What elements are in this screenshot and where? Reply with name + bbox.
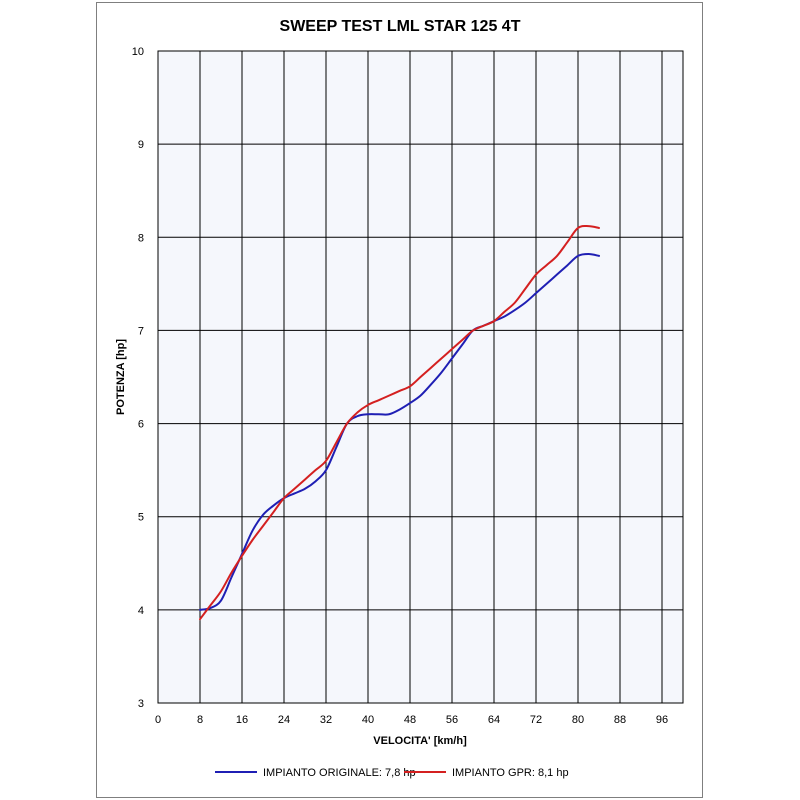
y-tick-label: 4 [138, 605, 144, 617]
series-line-1 [199, 225, 600, 621]
x-tick-label: 40 [362, 714, 374, 726]
x-tick-label: 48 [404, 714, 416, 726]
y-tick-label: 3 [138, 698, 144, 710]
y-tick-label: 5 [138, 512, 144, 524]
x-tick-label: 72 [530, 714, 542, 726]
x-tick-label: 16 [236, 714, 248, 726]
legend-label: IMPIANTO ORIGINALE: 7,8 hp [263, 767, 416, 779]
y-tick-label: 7 [138, 325, 144, 337]
legend: IMPIANTO ORIGINALE: 7,8 hp IMPIANTO GPR: … [215, 767, 569, 779]
x-tick-label: 8 [197, 714, 203, 726]
grid [158, 51, 683, 703]
y-tick-label: 9 [138, 139, 144, 151]
x-tick-labels: 0 8 16 24 32 40 48 56 64 72 80 88 96 [155, 714, 668, 726]
y-tick-labels: 3 4 5 6 7 8 9 10 [132, 46, 144, 710]
series-lines [199, 225, 600, 621]
x-tick-label: 56 [446, 714, 458, 726]
y-axis-label: POTENZA [hp] [115, 339, 127, 415]
series-line-0 [199, 253, 600, 611]
legend-label: IMPIANTO GPR: 8,1 hp [452, 767, 569, 779]
x-axis-label: VELOCITA' [km/h] [373, 735, 467, 747]
x-tick-label: 64 [488, 714, 500, 726]
x-tick-label: 96 [656, 714, 668, 726]
chart-title: SWEEP TEST LML STAR 125 4T [280, 18, 521, 35]
x-tick-label: 80 [572, 714, 584, 726]
x-tick-label: 24 [278, 714, 290, 726]
y-tick-label: 6 [138, 419, 144, 431]
y-tick-label: 10 [132, 46, 144, 58]
x-tick-label: 88 [614, 714, 626, 726]
x-tick-label: 0 [155, 714, 161, 726]
x-tick-label: 32 [320, 714, 332, 726]
y-tick-label: 8 [138, 232, 144, 244]
